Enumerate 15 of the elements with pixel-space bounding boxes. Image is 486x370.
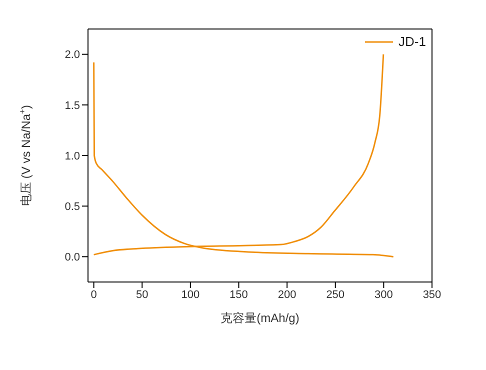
x-tick-label: 100: [181, 288, 200, 301]
x-tick-label: 300: [374, 288, 393, 301]
y-tick-label: 1.0: [64, 150, 80, 162]
y-tick-label: 0.5: [64, 201, 80, 214]
x-tick-label: 50: [136, 288, 148, 301]
legend-label: JD-1: [398, 34, 426, 49]
x-tick-label: 150: [230, 288, 248, 301]
y-tick-label: 0.0: [64, 252, 80, 264]
x-axis-title: 克容量(mAh/g): [220, 311, 300, 325]
y-tick-label: 2.0: [64, 49, 80, 62]
x-tick-label: 250: [326, 288, 345, 301]
y-tick-label: 1.5: [64, 100, 80, 112]
x-tick-label: 350: [422, 288, 442, 301]
x-tick-label: 0: [90, 288, 97, 301]
x-tick-label: 200: [278, 288, 296, 301]
